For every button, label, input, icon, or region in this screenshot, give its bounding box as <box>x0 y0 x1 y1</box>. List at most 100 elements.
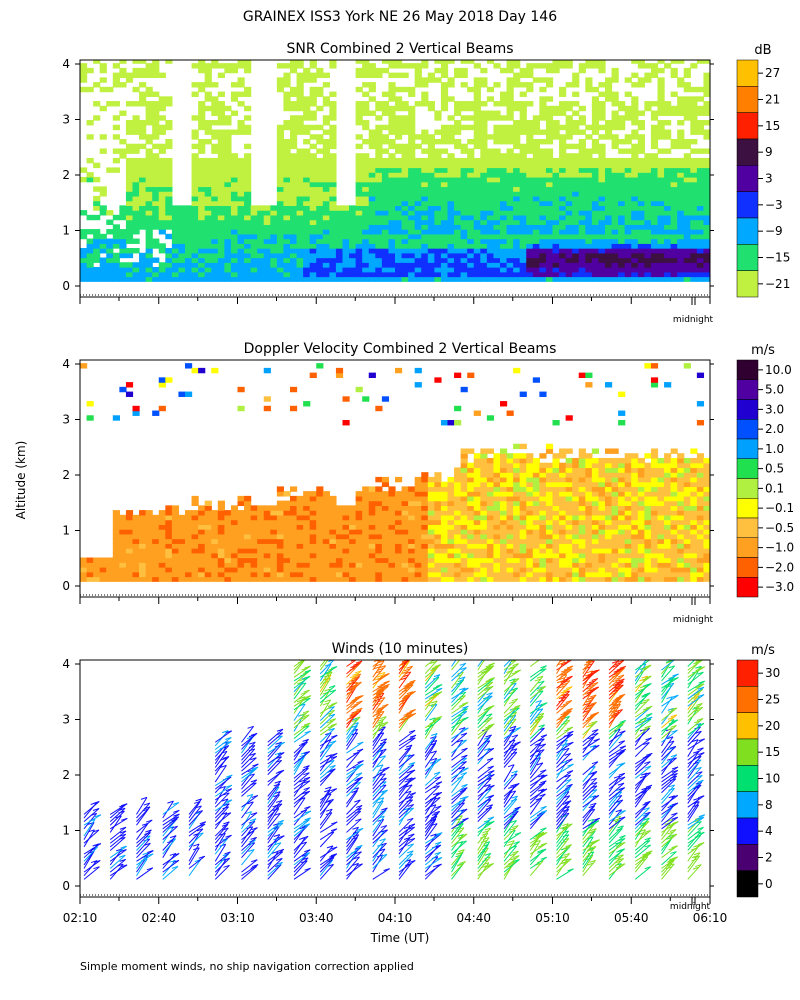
doppler-cell <box>276 514 285 521</box>
snr-cell <box>690 195 698 202</box>
snr-cell <box>690 172 698 178</box>
snr-cell <box>657 162 665 169</box>
doppler-cell <box>342 571 350 578</box>
doppler-cell <box>401 491 409 497</box>
doppler-cell <box>598 533 606 540</box>
snr-cell <box>532 195 540 202</box>
snr-cell <box>473 96 481 102</box>
doppler-cell <box>408 557 416 563</box>
snr-cell <box>552 243 560 249</box>
snr-cell <box>224 210 232 216</box>
doppler-cell <box>303 529 311 535</box>
snr-cell <box>171 243 180 249</box>
snr-cell <box>703 148 710 154</box>
snr-cell <box>421 157 429 164</box>
snr-cell <box>644 257 652 263</box>
snr-cell <box>230 110 239 116</box>
doppler-cell <box>401 519 409 525</box>
doppler-cell <box>355 548 363 554</box>
doppler-cell <box>263 543 271 549</box>
snr-cell <box>565 167 573 173</box>
snr-cell <box>263 233 271 240</box>
snr-cell <box>486 162 495 169</box>
snr-cell <box>296 233 304 240</box>
snr-cell <box>395 248 403 254</box>
snr-cell <box>526 195 534 202</box>
snr-cell <box>388 233 396 240</box>
snr-cell <box>493 195 501 202</box>
snr-cell <box>572 82 580 88</box>
doppler-cell <box>191 576 199 582</box>
doppler-cell <box>486 562 495 568</box>
doppler-cell <box>414 529 422 535</box>
snr-cell <box>526 252 534 259</box>
snr-cell <box>591 229 600 235</box>
snr-cell <box>395 191 403 197</box>
snr-cell <box>572 129 580 135</box>
snr-cell <box>650 134 659 140</box>
doppler-cell <box>158 382 166 388</box>
snr-cell <box>322 82 330 88</box>
snr-cell <box>335 233 344 240</box>
doppler-cell <box>86 571 94 578</box>
snr-cell <box>545 120 554 126</box>
snr-cell <box>152 224 160 230</box>
snr-cell <box>375 172 383 178</box>
doppler-cell <box>335 514 344 521</box>
snr-cell <box>349 238 357 244</box>
snr-cell <box>158 167 166 173</box>
snr-cell <box>650 229 659 235</box>
snr-cell <box>230 271 239 278</box>
doppler-cell <box>290 571 298 578</box>
doppler-cell <box>559 495 567 502</box>
snr-cell <box>598 134 606 140</box>
doppler-cell <box>152 538 160 544</box>
doppler-cell <box>244 571 252 578</box>
snr-cell <box>447 248 455 254</box>
doppler-cell <box>460 462 468 469</box>
doppler-cell <box>585 457 593 464</box>
doppler-cell <box>309 566 317 573</box>
snr-cell <box>381 110 390 116</box>
snr-cell <box>650 214 659 221</box>
snr-cell <box>578 162 586 169</box>
snr-cell <box>683 72 691 79</box>
doppler-cell <box>237 514 245 521</box>
snr-cell <box>276 224 285 230</box>
snr-cell <box>401 101 409 107</box>
snr-cell <box>217 176 225 183</box>
snr-cell <box>500 233 508 240</box>
snr-cell <box>316 229 324 235</box>
doppler-cell <box>421 533 429 540</box>
doppler-cell <box>460 467 468 473</box>
doppler-cell <box>329 576 337 582</box>
snr-cell <box>139 96 147 102</box>
snr-cell <box>618 162 626 169</box>
snr-cell <box>539 252 547 259</box>
snr-cell <box>276 181 285 188</box>
doppler-cell <box>519 538 527 544</box>
snr-cell <box>211 266 219 273</box>
doppler-cell <box>598 557 606 563</box>
snr-cell <box>237 191 245 197</box>
snr-cell <box>211 229 219 235</box>
doppler-cell <box>119 566 127 573</box>
snr-cell <box>460 105 468 112</box>
doppler-cell <box>493 472 501 478</box>
snr-cell <box>362 157 370 164</box>
snr-cell <box>198 86 206 93</box>
snr-cell <box>650 224 659 230</box>
snr-cell <box>191 186 199 192</box>
doppler-cell <box>513 367 521 374</box>
doppler-cell <box>276 533 285 540</box>
snr-cell <box>611 200 619 207</box>
snr-cell <box>637 224 645 230</box>
snr-cell <box>467 271 475 278</box>
doppler-cell <box>276 552 285 559</box>
snr-cell <box>559 148 567 154</box>
snr-cell <box>552 219 560 225</box>
snr-cell <box>526 172 534 178</box>
doppler-cell <box>322 505 330 511</box>
snr-cell <box>440 224 449 230</box>
snr-cell <box>526 224 534 230</box>
